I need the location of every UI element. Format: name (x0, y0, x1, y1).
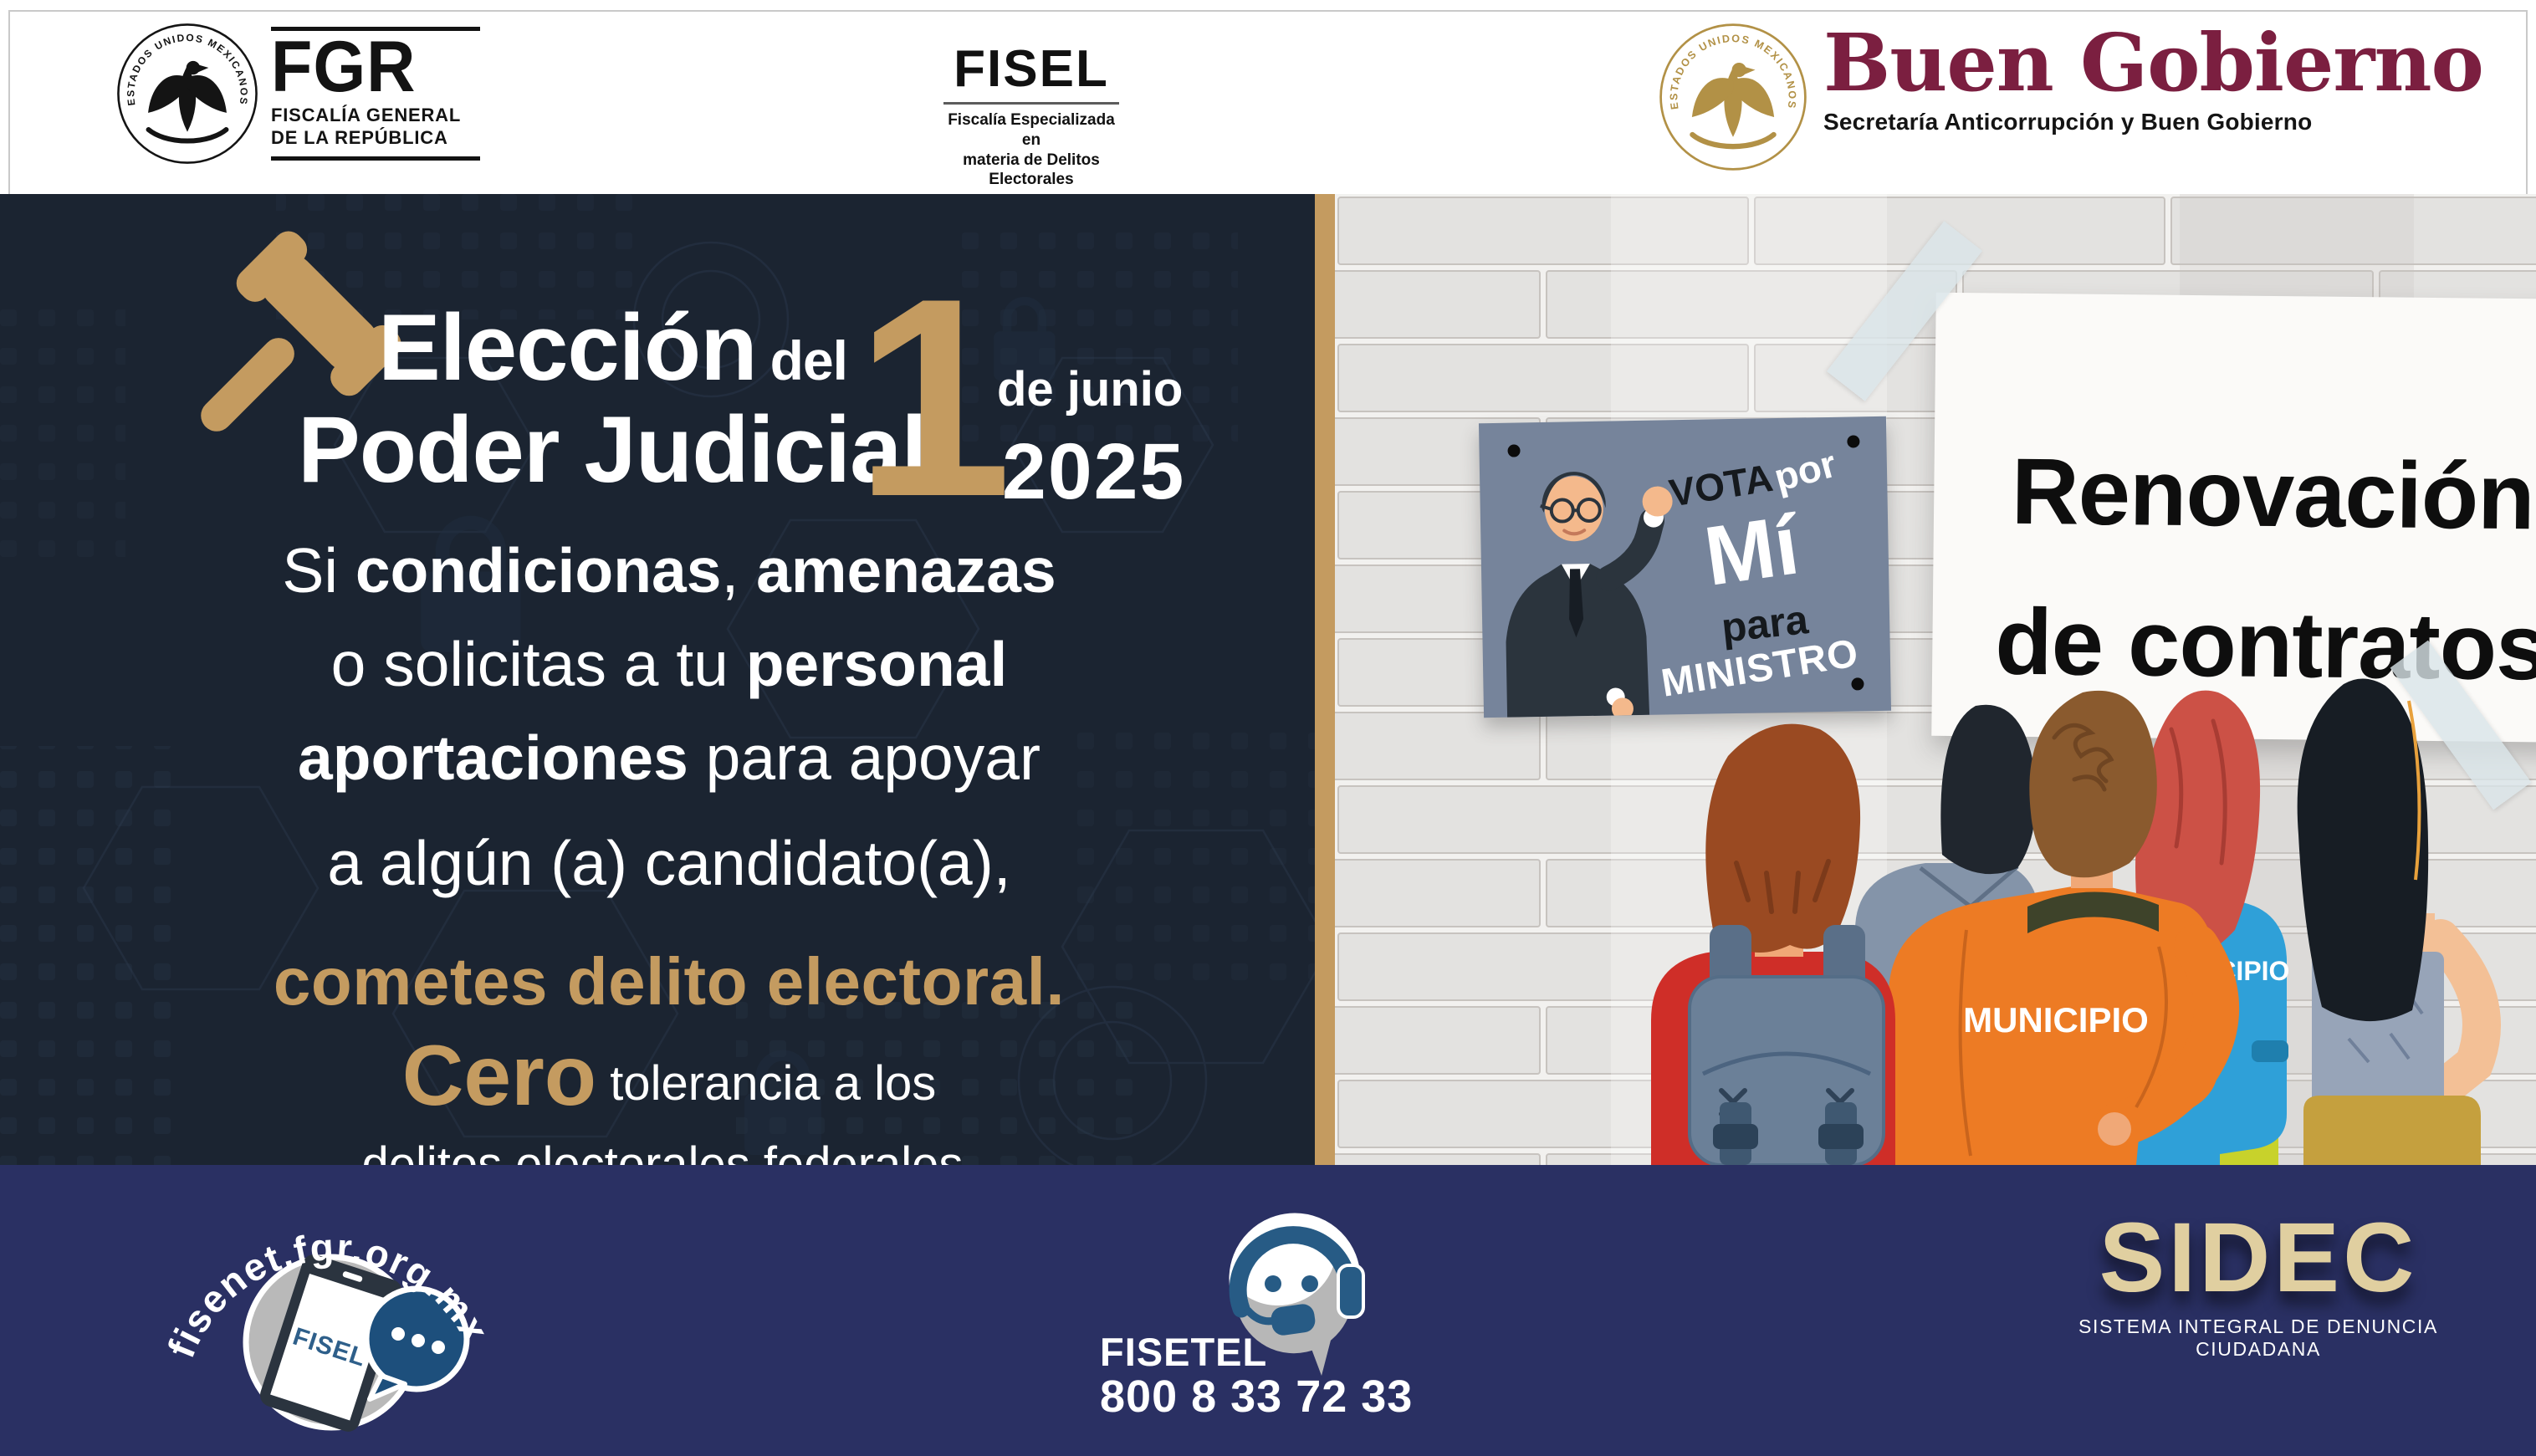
illustration-panel: Renovación de contratos (1335, 194, 2536, 1165)
sidec-acronym: SIDEC (2099, 1203, 2418, 1313)
buen-gobierno-subtitle: Secretaría Anticorrupción y Buen Gobiern… (1823, 108, 2313, 135)
fgr-eagle-glyph (146, 60, 229, 144)
message-panel: Elección del Poder Judicial 1 de junio 20… (0, 194, 1315, 1165)
election-date-month: de junio (997, 362, 1184, 416)
warning-line3: aportaciones para apoyar (298, 723, 1040, 793)
headline-line1: Elección del (378, 301, 848, 395)
fisel-rule-top (943, 102, 1119, 105)
headline-eleccion: Elección (378, 295, 758, 400)
election-day-number: 1 (855, 239, 1012, 555)
crowd-illustration: MUNICIPIO (1651, 678, 2501, 1165)
padlock-watermark (421, 296, 1056, 1155)
fisel-logo: FISEL Fiscalía Especializada en materia … (943, 43, 1119, 200)
cero-word: Cero (401, 1028, 597, 1123)
vote-poster: VOTA por Mí para MINISTRO (1478, 416, 1892, 718)
footer-bar: FISEL fisenet.fgr.org.mx FISE (0, 1165, 2536, 1456)
person-black-hair-woman (2297, 678, 2501, 1165)
fisetel-phone-number: 800 8 33 72 33 (1100, 1372, 1414, 1422)
fisel-acronym: FISEL (954, 40, 1109, 98)
fgr-acronym: FGR (271, 27, 417, 108)
buen-gobierno-name: Buen Gobierno (1823, 17, 2484, 110)
fisetel-name: FISETEL (1100, 1330, 1268, 1374)
zero-tolerance-block: Cero tolerancia a los delitos electorale… (84, 1027, 1255, 1165)
main-content: Elección del Poder Judicial 1 de junio 20… (0, 194, 2536, 1165)
zero-rest: tolerancia a los (596, 1056, 937, 1111)
fgr-logo: ESTADOS UNIDOS MEXICANOS FGR FISCALÍA GE… (115, 22, 490, 166)
gavel-icon (201, 231, 401, 432)
jacket-municipio-text: MUNICIPIO (1963, 1000, 2149, 1040)
headline-del: del (769, 330, 848, 391)
fgr-eagle-seal-icon: ESTADOS UNIDOS MEXICANOS (117, 23, 258, 164)
fisetel-headset-icon (1229, 1213, 1365, 1376)
fgr-bottom-rule (271, 156, 480, 161)
warning-line1: Si condicionas, amenazas (282, 535, 1056, 605)
warning-paragraph: Si condicionas, amenazas o solicitas a t… (84, 524, 1255, 910)
election-date-year: 2025 (1002, 427, 1186, 516)
cyber-background-decoration (0, 194, 1315, 1165)
warning-line2: o solicitas a tu personal (330, 629, 1008, 699)
person-orange-jacket: MUNICIPIO (1889, 690, 2239, 1165)
zero-tolerance-line2: delitos electorales federales. (361, 1137, 977, 1165)
candidate-illustration (1506, 472, 1673, 718)
headline-line2: Poder Judicial (298, 397, 928, 502)
zero-tolerance-line1: Cero tolerancia a los (84, 1027, 1255, 1125)
person-red-shirt-backpack (1651, 723, 1895, 1165)
sidec-subtitle: SISTEMA INTEGRAL DE DENUNCIA CIUDADANA (2078, 1316, 2438, 1360)
header-bar: ESTADOS UNIDOS MEXICANOS FGR FISCALÍA GE… (0, 0, 2536, 212)
crime-statement: cometes delito electoral. (273, 944, 1066, 1019)
fgr-top-rule (271, 27, 480, 32)
fisel-subtitle-line2: materia de Delitos Electorales (963, 151, 1100, 189)
gold-divider (1315, 194, 1335, 1165)
chat-bubble-icon (363, 1285, 470, 1402)
tablet-icon: FISEL (260, 1254, 402, 1432)
buen-gobierno-eagle-seal-icon: ESTADOS UNIDOS MEXICANOS (1659, 23, 1807, 171)
sidec-logo: SIDEC SISTEMA INTEGRAL DE DENUNCIA CIUDA… (2024, 1208, 2493, 1361)
buen-gobierno-logo: ESTADOS UNIDOS MEXICANOS Buen Gobierno S… (1658, 17, 2484, 172)
warning-line4: a algún (a) candidato(a), (327, 828, 1011, 898)
fgr-name-line2: DE LA REPÚBLICA (271, 126, 448, 148)
fgr-name-line1: FISCALÍA GENERAL (271, 105, 462, 126)
fisel-subtitle-line1: Fiscalía Especializada en (948, 111, 1115, 149)
buen-gobierno-eagle-glyph (1690, 63, 1777, 150)
fisenet-badge: FISEL fisenet.fgr.org.mx (159, 1225, 497, 1432)
